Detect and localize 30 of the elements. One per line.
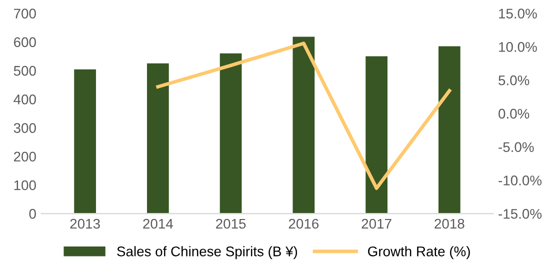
bar [74,69,96,214]
y-tick-label: 400 [14,94,36,104]
legend-label: Sales of Chinese Spirits (B ¥) [117,246,298,260]
bar [292,36,315,214]
y-tick-label: 100 [14,180,36,190]
x-tick-label: 2016 [288,218,319,229]
y2-tick-label: -5.0% [498,142,534,152]
y-tick-label: 700 [14,8,36,19]
y2-tick-label: -10.0% [498,176,542,186]
line-series [156,42,452,190]
x-tick-label: 2018 [434,218,464,229]
y2-tick-label: 5.0% [498,75,530,86]
y2-tick-label: 0.0% [498,108,530,119]
y-tick-label: 600 [14,37,36,48]
y-tick-label: 0 [29,208,36,219]
x-tick-label: 2013 [70,218,100,229]
bar [366,56,388,214]
y-tick-label: 300 [14,123,36,133]
bar [220,53,242,214]
x-tick-label: 2017 [362,218,392,229]
x-tick-label: 2014 [143,218,173,229]
y-tick-label: 500 [14,66,36,76]
y2-tick-label: -15.0% [498,208,542,219]
y-tick-label: 200 [14,152,36,162]
x-tick-label: 2015 [216,218,246,229]
legend-label: Growth Rate (%) [368,246,470,260]
bar [146,63,169,214]
y2-tick-label: 10.0% [499,42,537,52]
y2-tick-label: 15.0% [499,8,537,19]
bar [438,46,460,214]
